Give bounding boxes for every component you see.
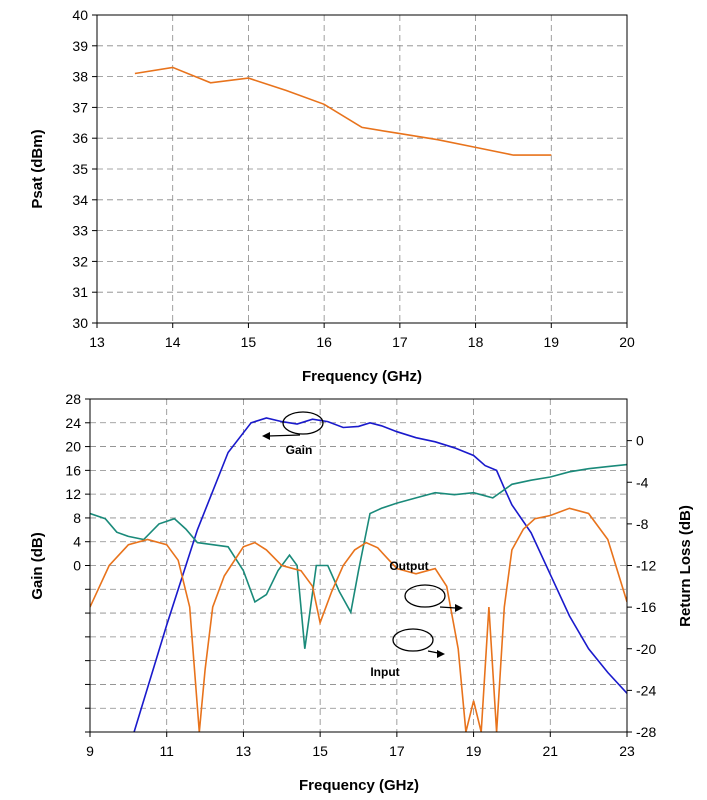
gain-annotation-arrowhead [262, 432, 270, 440]
gain-x-tick-label: 21 [542, 743, 558, 759]
gain-x-tick-label: 11 [159, 743, 174, 759]
gain-x-tick-label: 9 [86, 743, 94, 759]
gain-y-tick-label: 8 [73, 510, 81, 526]
psat-y-tick-label: 31 [72, 284, 88, 300]
output-annotation-arrow [439, 606, 457, 609]
psat-grid [97, 15, 627, 323]
psat-plot-border [96, 14, 628, 324]
gain-series-group [90, 417, 627, 732]
gain-x-tick-label: 19 [466, 743, 482, 759]
gain-y-tick-label: 12 [65, 486, 81, 502]
gain-annotation-arrow [267, 434, 301, 437]
return-loss-y-tick-label: -20 [636, 641, 656, 657]
return-loss-y-axis-title: Return Loss (dB) [677, 505, 694, 627]
psat-y-tick-label: 35 [72, 161, 88, 177]
psat-chart: 30 31 32 33 34 35 36 37 38 39 40 13 14 15 16 17 18 19 20 F… [29, 7, 635, 385]
output-series-line [90, 463, 627, 649]
psat-x-tick-label: 19 [543, 334, 559, 350]
gain-y-tick-label: 0 [73, 558, 81, 574]
gain-annotation: Gain [262, 411, 324, 457]
gain-annotation-ellipse [282, 411, 324, 435]
psat-x-tick-label: 13 [89, 334, 105, 350]
gain-plot-border [89, 398, 628, 733]
gain-y-axis-title: Gain (dB) [29, 532, 46, 600]
gain-x-tick-label: 15 [312, 743, 328, 759]
gain-return-loss-chart: 0 4 8 12 16 20 24 28 0 -4 -8 -12 -16 -20 -24 -28 9 11 13 15… [29, 391, 694, 794]
return-loss-y-tick-label: -24 [636, 682, 656, 698]
input-series-line [90, 507, 627, 732]
gain-x-tick-label: 23 [619, 743, 635, 759]
output-annotation-label: Output [389, 559, 428, 573]
psat-y-tick-label: 30 [72, 315, 88, 331]
psat-y-tick-label: 34 [72, 192, 88, 208]
gain-x-tick-label: 17 [389, 743, 405, 759]
gain-grid [90, 399, 627, 732]
output-annotation-ellipse [404, 584, 446, 608]
return-loss-y-tick-label: -16 [636, 599, 656, 615]
psat-y-axis-title: Psat (dBm) [29, 129, 46, 208]
psat-y-tick-label: 40 [72, 7, 88, 23]
psat-y-tick-label: 32 [72, 253, 88, 269]
gain-x-axis-title: Frequency (GHz) [299, 777, 419, 794]
input-annotation-arrowhead [437, 650, 445, 658]
psat-series-line [134, 66, 552, 156]
output-annotation-arrowhead [455, 604, 463, 612]
return-loss-y-tick-label: -28 [636, 724, 656, 740]
psat-ticks: 30 31 32 33 34 35 36 37 38 39 40 13 14 15 16 17 18 19 20 [72, 7, 635, 350]
psat-y-tick-label: 37 [72, 99, 88, 115]
gain-y-tick-label: 24 [65, 415, 81, 431]
input-annotation-arrow [427, 650, 439, 654]
gain-series-line [133, 417, 627, 732]
gain-y-tick-label: 20 [65, 439, 81, 455]
gain-y-tick-label: 16 [65, 462, 81, 478]
gain-ticks: 0 4 8 12 16 20 24 28 0 -4 -8 -12 -16 -20 -24 -28 9 11 13 15… [65, 391, 656, 759]
psat-x-tick-label: 16 [316, 334, 332, 350]
psat-x-tick-label: 15 [241, 334, 257, 350]
input-annotation-ellipse [392, 628, 434, 652]
return-loss-y-tick-label: -8 [636, 516, 649, 532]
psat-x-tick-label: 14 [165, 334, 181, 350]
gain-y-tick-label: 28 [65, 391, 81, 407]
return-loss-y-tick-label: -12 [636, 558, 656, 574]
psat-x-axis-title: Frequency (GHz) [302, 368, 422, 385]
psat-x-tick-label: 18 [468, 334, 484, 350]
return-loss-y-tick-label: 0 [636, 433, 644, 449]
input-annotation-label: Input [370, 665, 399, 679]
psat-y-tick-label: 38 [72, 69, 88, 85]
gain-annotation-label: Gain [286, 443, 313, 457]
psat-y-tick-label: 39 [72, 38, 88, 54]
psat-series-group [134, 66, 552, 156]
psat-x-tick-label: 20 [619, 334, 635, 350]
input-annotation: Input [370, 628, 445, 679]
psat-y-tick-label: 33 [72, 223, 88, 239]
output-annotation: Output [389, 559, 463, 612]
psat-x-tick-label: 17 [392, 334, 408, 350]
gain-y-tick-label: 4 [73, 534, 81, 550]
psat-y-tick-label: 36 [72, 130, 88, 146]
return-loss-y-tick-label: -4 [636, 474, 649, 490]
gain-x-tick-label: 13 [236, 743, 252, 759]
